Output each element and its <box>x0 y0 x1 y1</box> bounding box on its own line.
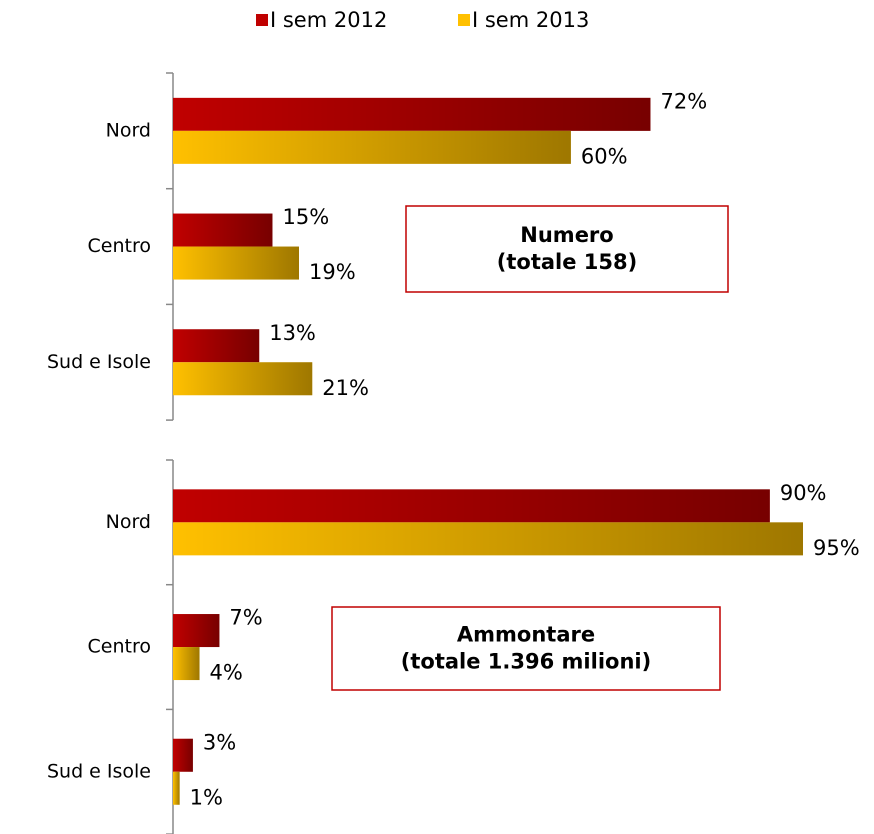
bar-shade <box>173 97 651 131</box>
bar-shade <box>173 771 180 805</box>
legend-label: I sem 2012 <box>270 8 387 32</box>
bar-shade <box>173 362 313 396</box>
annotation-text: (totale 158) <box>497 250 637 274</box>
value-label: 90% <box>780 481 827 505</box>
value-label: 19% <box>309 260 356 284</box>
value-label: 7% <box>229 606 262 630</box>
value-label: 13% <box>269 321 316 345</box>
bar-shade <box>173 522 803 556</box>
annotation-text: Ammontare <box>457 623 595 647</box>
legend-label: I sem 2013 <box>472 8 589 32</box>
bar-shade <box>173 489 770 523</box>
value-label: 95% <box>813 536 860 560</box>
value-label: 21% <box>322 376 369 400</box>
legend-swatch <box>458 14 470 26</box>
category-label: Centro <box>88 636 151 658</box>
bar-shade <box>173 213 273 247</box>
value-label: 60% <box>581 144 628 168</box>
value-label: 72% <box>660 89 707 113</box>
legend-swatch <box>256 14 268 26</box>
category-label: Centro <box>88 235 151 257</box>
bar-shade <box>173 614 220 648</box>
bar-shade <box>173 329 260 363</box>
value-label: 1% <box>190 785 223 809</box>
annotation-text: (totale 1.396 milioni) <box>401 650 651 674</box>
annotation-text: Numero <box>520 223 613 247</box>
category-label: Sud e Isole <box>47 760 151 782</box>
value-label: 4% <box>210 661 243 685</box>
annotation-box <box>405 205 729 293</box>
value-label: 15% <box>282 205 329 229</box>
bar-shade <box>173 647 200 681</box>
category-label: Nord <box>106 119 151 141</box>
bar-shade <box>173 130 571 164</box>
bar-shade <box>173 246 299 280</box>
bar-shade <box>173 738 193 772</box>
category-label: Nord <box>106 511 151 533</box>
value-label: 3% <box>203 730 236 754</box>
annotation-box <box>331 606 721 691</box>
category-label: Sud e Isole <box>47 351 151 373</box>
